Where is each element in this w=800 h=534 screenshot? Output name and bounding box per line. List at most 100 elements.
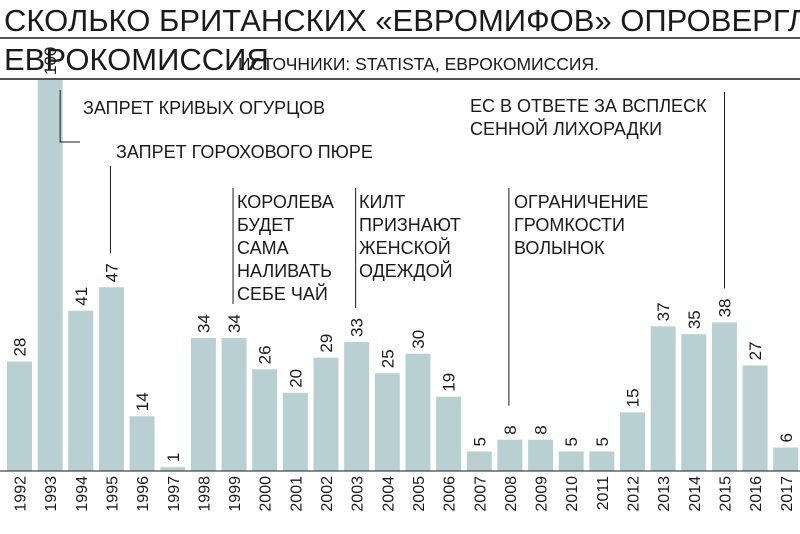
bar-2003 <box>344 341 370 471</box>
value-label-2017: 6 <box>777 433 796 442</box>
value-label-1999: 34 <box>225 314 244 333</box>
year-label-2000: 2000 <box>258 476 275 512</box>
year-label-1999: 1999 <box>227 476 244 512</box>
annotation-2003-line-4: ОДЕЖДОЙ <box>359 260 453 281</box>
year-label-2017: 2017 <box>779 476 796 512</box>
chart-title-line-1: СКОЛЬКО БРИТАНСКИХ «ЕВРОМИФОВ» ОПРОВЕРГЛ… <box>4 3 800 38</box>
bar-1993 <box>37 80 63 471</box>
year-label-2016: 2016 <box>748 476 765 512</box>
bars-group <box>7 80 799 471</box>
bar-2012 <box>620 412 645 471</box>
bar-2007 <box>466 451 492 471</box>
annotation-2015-line-1: ЕС В ОТВЕТЕ ЗА ВСПЛЕСК <box>470 96 707 116</box>
value-label-2014: 35 <box>685 310 704 329</box>
year-label-1993: 1993 <box>43 476 60 512</box>
year-label-2011: 2011 <box>595 476 612 511</box>
bar-1996 <box>129 416 155 471</box>
year-label-1995: 1995 <box>104 476 121 512</box>
annotation-2015-line-2: СЕННОЙ ЛИХОРАДКИ <box>470 118 662 139</box>
year-label-2010: 2010 <box>564 476 581 512</box>
bar-1994 <box>68 310 94 471</box>
bar-2000 <box>252 369 278 471</box>
value-label-1994: 41 <box>72 287 91 306</box>
annotation-2003-line-3: ЖЕНСКОЙ <box>359 237 451 258</box>
year-label-2003: 2003 <box>350 476 367 512</box>
value-label-2003: 33 <box>348 318 367 337</box>
year-label-1996: 1996 <box>135 476 152 512</box>
value-label-2010: 5 <box>562 437 581 446</box>
chart-title-line-2: ЕВРОКОМИССИЯ <box>4 42 269 77</box>
bar-1998 <box>190 338 216 471</box>
bar-2017 <box>773 447 799 471</box>
value-label-1997: 1 <box>164 453 183 462</box>
bar-2015 <box>711 322 737 471</box>
value-label-2011: 5 <box>593 437 612 446</box>
bar-2011 <box>589 451 615 471</box>
year-label-2002: 2002 <box>319 476 336 512</box>
annotation-leader-1993 <box>59 90 80 143</box>
year-labels-group: 1992 1993 1994 1995 1996 1997 1998 1999 2000 2001… <box>13 476 796 512</box>
bar-2016 <box>742 365 768 471</box>
annotation-1993-line-1: ЗАПРЕТ КРИВЫХ ОГУРЦОВ <box>83 98 325 118</box>
bar-2006 <box>436 396 462 471</box>
annotation-1999-line-5: СЕБЕ ЧАЙ <box>237 283 328 304</box>
year-label-1992: 1992 <box>13 476 30 512</box>
year-label-2006: 2006 <box>442 476 459 512</box>
year-label-2005: 2005 <box>411 476 428 512</box>
year-label-2014: 2014 <box>687 476 704 512</box>
bar-1992 <box>7 361 32 471</box>
year-label-2004: 2004 <box>380 476 397 512</box>
annotation-1999-line-2: БУДЕТ <box>237 215 294 235</box>
value-label-2000: 26 <box>256 345 275 364</box>
value-label-2008: 8 <box>501 425 520 434</box>
value-label-2009: 8 <box>532 425 551 434</box>
value-label-2005: 30 <box>409 330 428 349</box>
annotations-group: ЗАПРЕТ КРИВЫХ ОГУРЦОВ ЗАПРЕТ ГОРОХОВОГО П… <box>83 96 707 304</box>
year-label-2008: 2008 <box>503 476 520 512</box>
value-label-2007: 5 <box>470 437 489 446</box>
value-label-1993: 100 <box>41 47 60 75</box>
bar-2002 <box>313 357 339 471</box>
bar-2005 <box>405 353 431 471</box>
year-label-1997: 1997 <box>166 476 183 512</box>
annotation-1999-line-1: КОРОЛЕВА <box>237 192 334 212</box>
bar-2009 <box>528 439 554 471</box>
bar-2010 <box>558 451 584 471</box>
value-label-1998: 34 <box>194 314 213 333</box>
year-label-1994: 1994 <box>74 476 91 512</box>
year-label-1998: 1998 <box>196 476 213 512</box>
value-label-2004: 25 <box>378 349 397 368</box>
annotation-1999-line-4: НАЛИВАТЬ <box>237 261 332 281</box>
year-label-2013: 2013 <box>656 476 673 512</box>
chart-header: СКОЛЬКО БРИТАНСКИХ «ЕВРОМИФОВ» ОПРОВЕРГЛ… <box>0 3 800 80</box>
year-label-2001: 2001 <box>288 476 305 512</box>
year-label-2015: 2015 <box>717 476 734 512</box>
annotation-2003-line-1: КИЛТ <box>359 192 405 212</box>
chart-source: ИСТОЧНИКИ: STATISTA, ЕВРОКОМИССИЯ. <box>238 54 599 74</box>
bar-2013 <box>650 326 676 471</box>
value-label-1995: 47 <box>102 263 121 282</box>
bar-1999 <box>221 338 247 471</box>
value-label-1996: 14 <box>133 392 152 411</box>
value-label-2013: 37 <box>654 302 673 321</box>
year-label-2009: 2009 <box>534 476 551 512</box>
annotation-1995-line-1: ЗАПРЕТ ГОРОХОВОГО ПЮРЕ <box>116 142 373 162</box>
annotation-2008-line-3: ВОЛЫНОК <box>514 238 605 258</box>
value-label-2002: 29 <box>317 334 336 353</box>
annotation-1999-line-3: САМА <box>237 238 289 258</box>
value-label-1992: 28 <box>11 338 30 357</box>
bar-2014 <box>681 334 707 471</box>
bar-2008 <box>497 439 523 471</box>
value-label-2006: 19 <box>440 373 459 392</box>
annotation-2008-line-1: ОГРАНИЧЕНИЕ <box>514 192 648 212</box>
annotation-2008-line-2: ГРОМКОСТИ <box>514 215 625 235</box>
annotation-leaders-group <box>59 90 725 406</box>
bar-1995 <box>98 287 124 471</box>
year-label-2012: 2012 <box>626 476 643 512</box>
value-label-2016: 27 <box>746 342 765 361</box>
bar-2004 <box>374 373 400 471</box>
value-label-2015: 38 <box>715 298 734 317</box>
value-label-2012: 15 <box>624 388 643 407</box>
